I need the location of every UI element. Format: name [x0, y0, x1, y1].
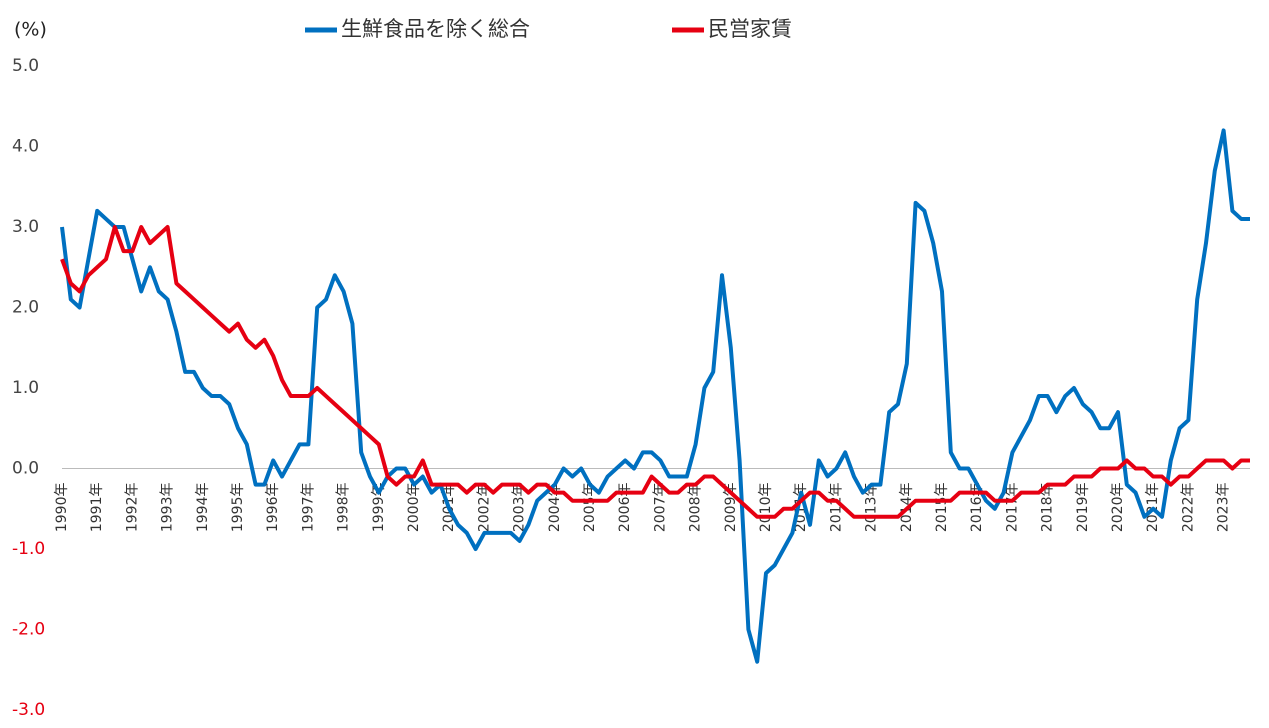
x-tick-label: 2002年: [476, 483, 492, 533]
x-tick-label: 2004年: [547, 483, 563, 533]
y-tick-label: 5.0: [12, 56, 39, 76]
y-tick-label: 1.0: [12, 378, 39, 398]
x-tick-label: 2023年: [1216, 483, 1232, 533]
x-tick-label: 2005年: [582, 483, 598, 533]
x-tick-label: 1994年: [195, 483, 211, 533]
x-tick-label: 1993年: [160, 483, 176, 533]
x-tick-label: 1998年: [336, 483, 352, 533]
x-tick-label: 1995年: [230, 483, 246, 533]
y-tick-label: 0.0: [12, 459, 39, 479]
x-tick-label: 2007年: [652, 483, 668, 533]
x-tick-label: 2013年: [864, 483, 880, 533]
x-tick-label: 2018年: [1040, 483, 1056, 533]
x-tick-label: 1999年: [371, 483, 387, 533]
x-tick-label: 2012年: [828, 483, 844, 533]
x-tick-label: 2015年: [934, 483, 950, 533]
y-tick-label: 4.0: [12, 137, 39, 157]
x-tick-label: 1996年: [265, 483, 281, 533]
x-tick-label: 2008年: [688, 483, 704, 533]
legend-label: 生鮮食品を除く総合: [341, 17, 530, 41]
x-tick-label: 1991年: [89, 483, 105, 533]
x-tick-label: 2010年: [758, 483, 774, 533]
y-unit-label: (%): [14, 19, 47, 41]
x-tick-label: 2017年: [1004, 483, 1020, 533]
x-tick-label: 1990年: [54, 483, 70, 533]
y-tick-label: 2.0: [12, 298, 39, 318]
x-tick-label: 2019年: [1075, 483, 1091, 533]
y-tick-label: 3.0: [12, 217, 39, 237]
x-tick-label: 2000年: [406, 483, 422, 533]
x-tick-label: 1992年: [124, 483, 140, 533]
x-tick-label: 2020年: [1110, 483, 1126, 533]
x-tick-label: 1997年: [300, 483, 316, 533]
x-tick-label: 2003年: [512, 483, 528, 533]
x-tick-label: 2016年: [969, 482, 985, 532]
series-line: [60, 225, 1250, 519]
y-tick-label: -1.0: [12, 539, 45, 559]
y-tick-label: -3.0: [12, 700, 45, 720]
x-tick-label: 2022年: [1180, 483, 1196, 533]
x-tick-label: 2006年: [617, 483, 633, 533]
y-tick-label: -2.0: [12, 620, 45, 640]
legend-label: 民営家賃: [708, 17, 792, 41]
series-line: [60, 128, 1250, 664]
